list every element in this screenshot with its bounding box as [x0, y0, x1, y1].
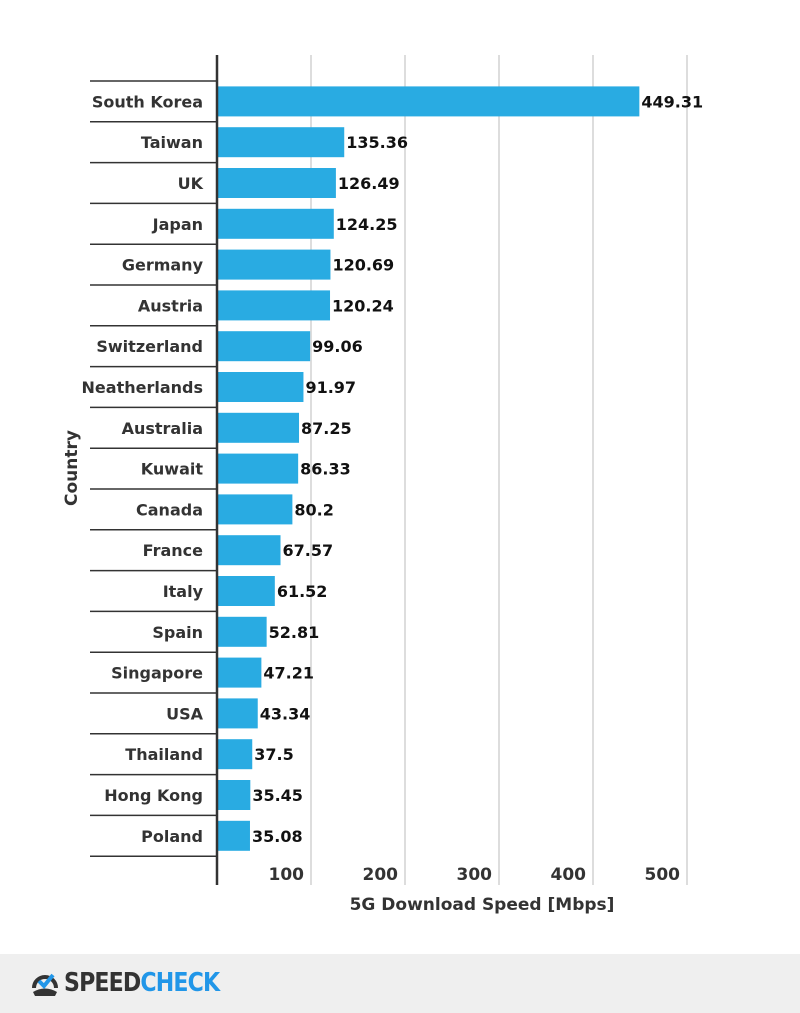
category-label: Italy: [163, 582, 204, 601]
category-label: Switzerland: [96, 337, 203, 356]
category-label: Austria: [138, 296, 203, 315]
data-label: 91.97: [305, 378, 356, 397]
data-label: 86.33: [300, 460, 351, 479]
x-axis-title: 5G Download Speed [Mbps]: [350, 895, 615, 915]
bar: [217, 127, 345, 158]
bar: [217, 535, 281, 566]
y-axis-title: Country: [62, 430, 82, 506]
bar: [217, 168, 336, 198]
category-label: Australia: [122, 419, 203, 438]
x-tick-label: 300: [457, 865, 493, 885]
category-label: UK: [178, 174, 204, 193]
data-label: 120.24: [332, 296, 394, 315]
data-label: 47.21: [263, 664, 314, 683]
data-label: 124.25: [336, 215, 398, 234]
footer: SPEEDCHECK: [0, 954, 800, 1013]
bar: [217, 739, 253, 770]
bar: [217, 331, 311, 362]
bar: [217, 657, 262, 688]
category-label: Thailand: [125, 745, 203, 764]
category-label: Spain: [152, 623, 203, 642]
data-label: 449.31: [641, 92, 703, 111]
category-label: Canada: [136, 500, 203, 519]
category-label: Japan: [152, 215, 203, 234]
data-label: 120.69: [332, 256, 394, 275]
speedcheck-logo: SPEEDCHECK: [30, 968, 247, 998]
category-label: France: [143, 541, 203, 560]
bar: [217, 698, 258, 729]
data-label: 35.45: [252, 786, 303, 805]
data-label: 37.5: [254, 745, 293, 764]
bar: [217, 208, 334, 239]
speedometer-check-icon: [32, 973, 58, 996]
data-label: 87.25: [301, 419, 352, 438]
bar: [217, 494, 293, 525]
bar: [217, 412, 300, 443]
category-label: Poland: [141, 827, 203, 846]
data-label: 126.49: [338, 174, 400, 193]
category-label: Neatherlands: [82, 378, 203, 397]
bar: [217, 372, 304, 402]
data-label: 61.52: [277, 582, 328, 601]
category-label: Singapore: [111, 664, 203, 683]
category-label: Taiwan: [141, 133, 203, 152]
bar: [217, 86, 640, 117]
data-label: 135.36: [346, 133, 408, 152]
data-label: 80.2: [294, 500, 333, 519]
bar: [217, 290, 331, 321]
x-tick-label: 100: [269, 865, 305, 885]
bar: [217, 820, 250, 851]
category-label: Hong Kong: [104, 786, 203, 805]
data-label: 43.34: [260, 704, 311, 723]
x-tick-label: 200: [363, 865, 399, 885]
bar: [217, 576, 275, 606]
logo-text-speed: SPEED: [64, 968, 141, 998]
logo-text-check: CHECK: [140, 968, 220, 998]
category-label: South Korea: [92, 92, 203, 111]
bar: [217, 453, 299, 484]
category-label: Germany: [122, 256, 204, 275]
bar: [217, 780, 251, 810]
x-tick-label: 400: [551, 865, 587, 885]
data-label: 52.81: [269, 623, 320, 642]
data-label: 67.57: [283, 541, 334, 560]
category-label: Kuwait: [141, 460, 204, 479]
data-label: 99.06: [312, 337, 363, 356]
bar-chart: 100 200 300 400 500 South Korea 449.31 Taiwan 13…: [62, 55, 703, 915]
category-label: USA: [166, 704, 204, 723]
data-label: 35.08: [252, 827, 303, 846]
bar: [217, 616, 267, 647]
bar: [217, 249, 331, 280]
x-tick-label: 500: [645, 865, 681, 885]
